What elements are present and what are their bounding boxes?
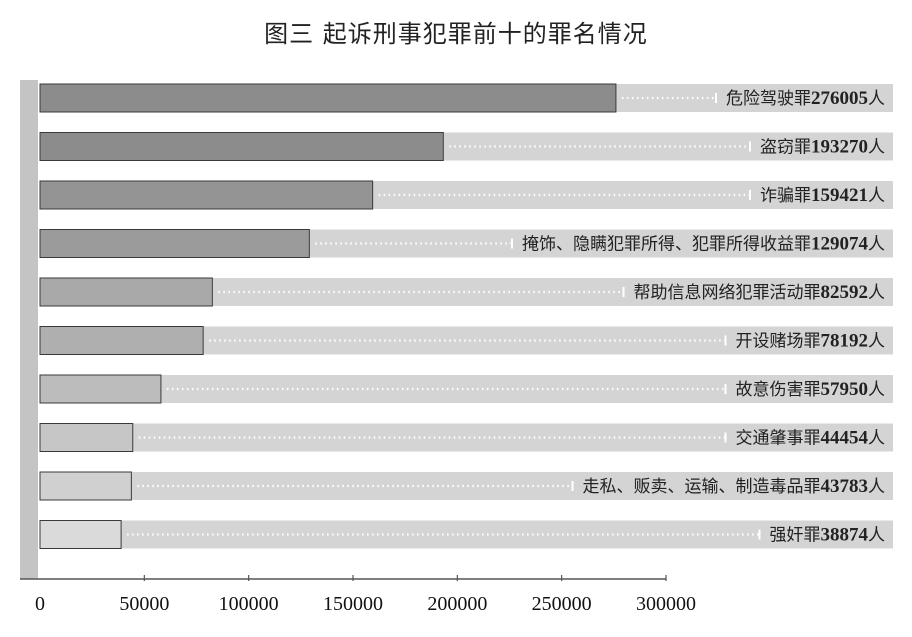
bar-row: 危险驾驶罪276005人: [39, 83, 893, 113]
category-name: 开设赌场罪: [736, 332, 821, 352]
bar-label: 诈骗罪159421人: [760, 185, 885, 206]
value-label: 38874: [821, 525, 869, 546]
x-axis: 0 50000 100000 150000 200000 250000 300000: [20, 80, 696, 615]
value-label: 82592: [821, 282, 869, 303]
bar-label: 走私、贩卖、运输、制造毒品罪43783人: [583, 476, 886, 497]
value-label: 129074: [811, 234, 869, 255]
x-tick-label: 150000: [323, 593, 383, 615]
bar: [39, 180, 374, 210]
unit-label: 人: [868, 186, 885, 206]
bar-label: 掩饰、隐瞒犯罪所得、犯罪所得收益罪129074人: [522, 234, 885, 255]
value-label: 276005: [811, 88, 868, 109]
x-tick-label: 200000: [427, 593, 487, 615]
category-name: 走私、贩卖、运输、制造毒品罪: [583, 477, 821, 497]
value-label: 44454: [821, 428, 869, 449]
chart-title: 图三 起诉刑事犯罪前十的罪名情况: [264, 20, 648, 48]
category-name: 强奸罪: [770, 526, 821, 546]
category-name: 帮助信息网络犯罪活动罪: [634, 283, 821, 303]
category-name: 诈骗罪: [760, 186, 811, 206]
value-label: 78192: [821, 331, 869, 352]
x-tick-label: 250000: [532, 593, 592, 615]
unit-label: 人: [868, 283, 885, 303]
bar: [39, 423, 134, 452]
x-tick-label: 300000: [636, 593, 696, 615]
x-tick-label: 100000: [219, 593, 279, 615]
x-tick-label: 50000: [119, 593, 169, 615]
bar-row: 掩饰、隐瞒犯罪所得、犯罪所得收益罪129074人: [39, 229, 893, 258]
value-label: 193270: [811, 137, 868, 158]
bar-row: 开设赌场罪78192人: [39, 326, 893, 355]
category-name: 危险驾驶罪: [726, 89, 811, 109]
value-label: 43783: [821, 476, 869, 497]
y-axis-band: [20, 80, 38, 579]
bar: [39, 374, 162, 404]
bar-row: 强奸罪38874人: [39, 520, 893, 549]
bar-row: 盗窃罪193270人: [39, 132, 893, 161]
bar: [39, 471, 132, 501]
bar-label: 强奸罪38874人: [770, 525, 886, 546]
bars-layer: 危险驾驶罪276005人盗窃罪193270人诈骗罪159421人掩饰、隐瞒犯罪所…: [39, 83, 893, 549]
bar-label: 开设赌场罪78192人: [736, 331, 886, 352]
unit-label: 人: [868, 429, 885, 449]
unit-label: 人: [868, 89, 885, 109]
unit-label: 人: [868, 138, 885, 158]
bar: [39, 229, 310, 258]
bar: [39, 83, 617, 113]
bar: [39, 132, 444, 161]
bar-label: 交通肇事罪44454人: [736, 428, 886, 449]
value-label: 57950: [821, 379, 869, 400]
bar-row: 诈骗罪159421人: [39, 180, 893, 210]
unit-label: 人: [868, 380, 885, 400]
bar-row: 走私、贩卖、运输、制造毒品罪43783人: [39, 471, 893, 501]
bar: [39, 326, 204, 355]
unit-label: 人: [868, 332, 885, 352]
bar-label: 帮助信息网络犯罪活动罪82592人: [634, 282, 886, 303]
x-tick-label: 0: [35, 593, 45, 615]
bar-label: 故意伤害罪57950人: [736, 379, 886, 400]
bar-label: 危险驾驶罪276005人: [726, 88, 885, 109]
category-name: 故意伤害罪: [736, 380, 821, 400]
bar-row: 交通肇事罪44454人: [39, 423, 893, 452]
unit-label: 人: [868, 235, 885, 255]
bar-label: 盗窃罪193270人: [760, 137, 885, 158]
category-name: 交通肇事罪: [736, 429, 821, 449]
bar-track: [40, 472, 893, 500]
bar-track: [40, 423, 893, 452]
bar-row: 故意伤害罪57950人: [39, 374, 893, 404]
value-label: 159421: [811, 185, 868, 206]
bar: [39, 277, 213, 307]
bar-row: 帮助信息网络犯罪活动罪82592人: [39, 277, 893, 307]
category-name: 掩饰、隐瞒犯罪所得、犯罪所得收益罪: [522, 235, 811, 255]
unit-label: 人: [868, 477, 885, 497]
bar: [39, 520, 122, 549]
category-name: 盗窃罪: [760, 138, 811, 158]
unit-label: 人: [868, 526, 885, 546]
